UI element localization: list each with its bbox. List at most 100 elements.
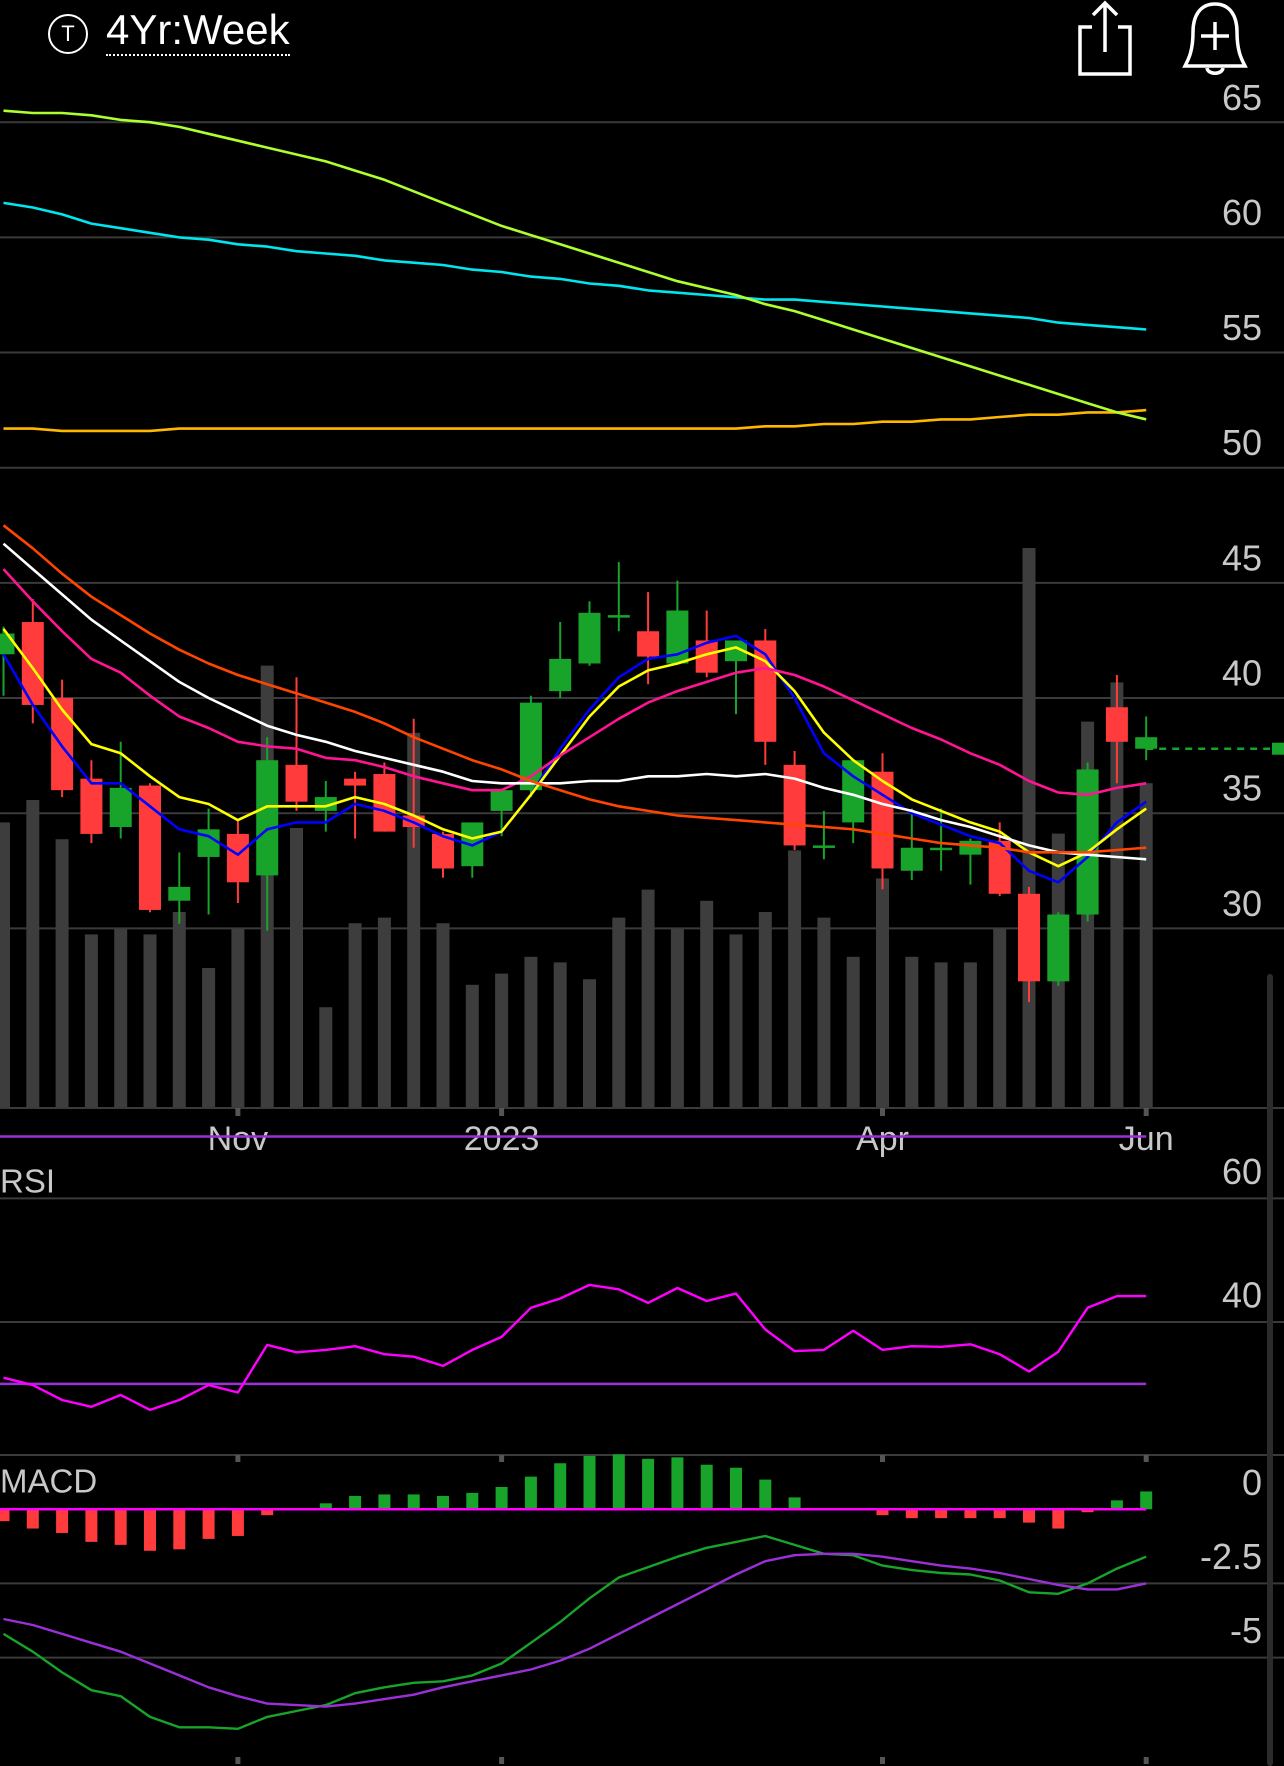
macd-histogram-bar — [554, 1463, 567, 1510]
volume-bar — [495, 973, 509, 1108]
volume-bar — [84, 934, 98, 1108]
share-icon[interactable] — [1072, 0, 1138, 82]
candle-up — [256, 760, 279, 876]
candle-up — [1076, 769, 1099, 915]
volume-bar — [26, 800, 40, 1108]
price-axis-label: 30 — [1222, 883, 1262, 924]
candle-down — [285, 764, 308, 802]
volume-bar — [143, 934, 157, 1108]
candle-down — [139, 785, 161, 910]
volume-bar — [993, 928, 1007, 1108]
bell-plus-icon[interactable] — [1180, 0, 1250, 82]
macd-histogram-bar — [759, 1479, 772, 1510]
volume-bar — [612, 917, 626, 1108]
candle-down — [637, 631, 660, 657]
macd-line — [2, 1534, 1147, 1731]
candle-up — [168, 886, 191, 901]
volume-bar — [641, 889, 655, 1108]
price-axis-label: 45 — [1222, 537, 1262, 578]
candle-up — [607, 615, 630, 618]
macd-histogram-bar — [56, 1509, 69, 1533]
timeframe-icon[interactable]: T — [48, 14, 88, 54]
macd-histogram-bar — [0, 1509, 10, 1522]
volume-bar — [377, 917, 391, 1108]
macd-histogram-bar — [261, 1509, 274, 1516]
volume-bar — [1022, 548, 1036, 1108]
moving-average-line — [3, 408, 1147, 433]
macd-histogram-bar — [349, 1495, 362, 1510]
last-price-marker — [1272, 742, 1284, 755]
volume-bar — [553, 962, 567, 1108]
macd-histogram-bar — [466, 1492, 479, 1510]
candle-up — [490, 790, 513, 811]
macd-panel — [0, 1454, 1284, 1764]
time-axis-label: Apr — [856, 1120, 909, 1158]
time-axis-label: Nov — [208, 1120, 268, 1158]
rsi-line — [3, 1283, 1147, 1412]
volume-bar — [465, 984, 479, 1108]
macd-histogram-bar — [319, 1503, 332, 1510]
price-axis-label: 50 — [1222, 422, 1262, 463]
volume-bar — [700, 900, 714, 1108]
timeframe-selector[interactable]: 4Yr:Week — [106, 8, 290, 56]
macd-histogram-bar — [437, 1495, 449, 1510]
moving-average-line — [2, 568, 1147, 797]
candle-up — [578, 612, 601, 664]
volume-bar — [963, 962, 977, 1108]
macd-histogram-bar — [1110, 1500, 1123, 1510]
macd-histogram-bar — [993, 1509, 1006, 1519]
macd-histogram-bar — [144, 1509, 156, 1551]
volume-bar — [583, 979, 596, 1108]
volume-bar — [319, 1007, 333, 1108]
price-axis-label: 55 — [1222, 307, 1262, 348]
candle-up — [1135, 737, 1158, 749]
macd-histogram-bar — [231, 1509, 244, 1536]
macd-histogram-bar — [26, 1509, 39, 1529]
candle-up — [519, 702, 542, 791]
volume-bar — [846, 956, 860, 1108]
volume-bar — [758, 912, 772, 1108]
macd-histogram-bar — [583, 1455, 596, 1510]
macd-histogram-bar — [788, 1497, 801, 1510]
price-axis-label: 60 — [1222, 192, 1262, 233]
time-axis-label: 2023 — [464, 1120, 540, 1158]
macd-histogram-bar — [1052, 1509, 1065, 1529]
macd-histogram-bar — [642, 1458, 655, 1510]
candle-down — [988, 840, 1011, 894]
volume-bar — [436, 923, 450, 1108]
candle-up — [0, 633, 15, 655]
macd-axis-label: -5 — [1230, 1610, 1262, 1651]
price-axis-label: 40 — [1222, 653, 1262, 694]
macd-histogram-bar — [407, 1494, 420, 1510]
moving-average-line — [3, 201, 1147, 331]
rsi-panel — [0, 1135, 1284, 1462]
candle-down — [1105, 707, 1128, 742]
candle-down — [344, 778, 367, 786]
macd-histogram-bar — [524, 1476, 537, 1510]
macd-histogram-bar — [671, 1457, 684, 1510]
volume-bar — [817, 917, 831, 1108]
candle-up — [842, 760, 865, 823]
macd-title: MACD — [0, 1463, 97, 1500]
candle-up — [1047, 914, 1070, 982]
rsi-axis-label: 40 — [1222, 1275, 1262, 1316]
vertical-scrollbar[interactable] — [1267, 974, 1273, 1766]
candle-up — [725, 640, 747, 662]
price-axis-label: 35 — [1222, 768, 1262, 809]
candle-up — [900, 847, 923, 871]
moving-average-line — [2, 542, 1147, 861]
macd-histogram-bar — [700, 1464, 713, 1510]
macd-histogram-bar — [1140, 1491, 1153, 1510]
header-bar: T 4Yr:Week — [0, 0, 1284, 90]
volume-bar — [934, 962, 948, 1108]
candle-down — [871, 771, 894, 869]
candle-down — [1018, 893, 1040, 982]
volume-bar — [114, 928, 128, 1108]
candle-up — [812, 845, 835, 848]
volume-bar — [202, 968, 216, 1108]
macd-histogram-bar — [876, 1509, 889, 1516]
macd-axis-label: 0 — [1242, 1462, 1262, 1503]
macd-histogram-bar — [173, 1509, 186, 1550]
candle-up — [930, 847, 953, 851]
